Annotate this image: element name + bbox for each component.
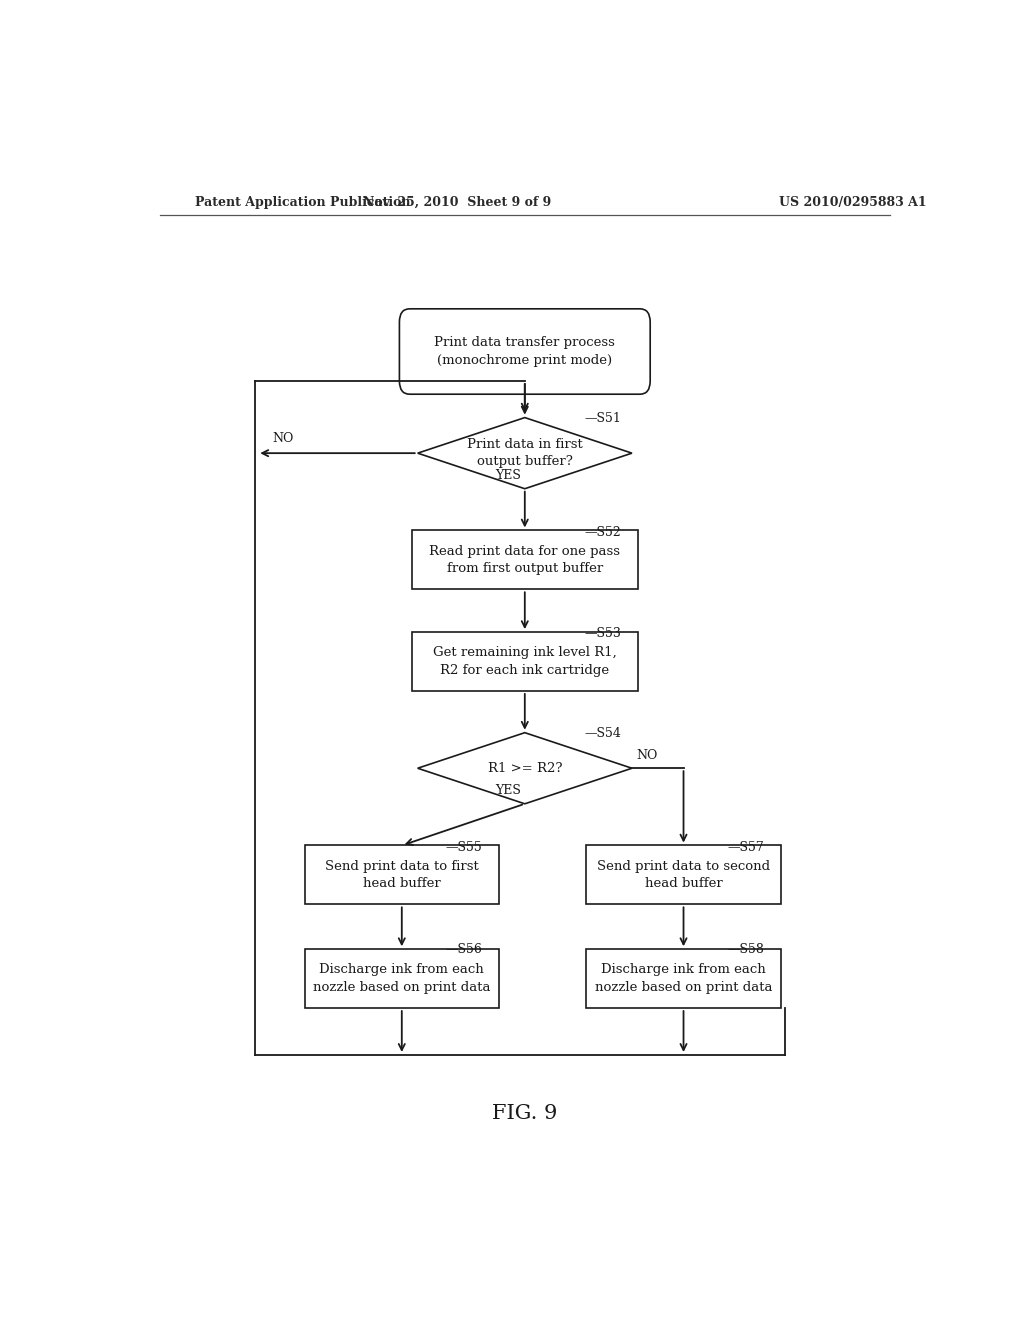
Bar <box>587 846 780 904</box>
Text: YES: YES <box>496 784 521 797</box>
Text: —S57: —S57 <box>727 841 764 854</box>
Text: —S53: —S53 <box>585 627 622 640</box>
Text: —S51: —S51 <box>585 412 622 425</box>
Text: YES: YES <box>496 469 521 482</box>
Polygon shape <box>418 417 632 488</box>
Text: —S55: —S55 <box>445 841 482 854</box>
Text: —S58: —S58 <box>727 944 764 956</box>
Text: Get remaining ink level R1,
R2 for each ink cartridge: Get remaining ink level R1, R2 for each … <box>433 647 616 677</box>
Text: NO: NO <box>636 750 657 762</box>
Bar <box>304 949 499 1008</box>
Text: —S54: —S54 <box>585 727 622 739</box>
Text: Send print data to first
head buffer: Send print data to first head buffer <box>325 859 478 890</box>
Bar <box>587 949 780 1008</box>
Text: Nov. 25, 2010  Sheet 9 of 9: Nov. 25, 2010 Sheet 9 of 9 <box>364 195 552 209</box>
Polygon shape <box>418 733 632 804</box>
Text: NO: NO <box>272 432 294 445</box>
Text: —S56: —S56 <box>445 944 482 956</box>
Bar <box>304 846 499 904</box>
Text: Send print data to second
head buffer: Send print data to second head buffer <box>597 859 770 890</box>
Bar <box>412 632 638 690</box>
Text: Print data transfer process
(monochrome print mode): Print data transfer process (monochrome … <box>434 337 615 367</box>
Text: Patent Application Publication: Patent Application Publication <box>196 195 411 209</box>
FancyBboxPatch shape <box>399 309 650 395</box>
Text: Read print data for one pass
from first output buffer: Read print data for one pass from first … <box>429 545 621 576</box>
Text: FIG. 9: FIG. 9 <box>493 1105 557 1123</box>
Text: US 2010/0295883 A1: US 2010/0295883 A1 <box>778 195 927 209</box>
Text: Discharge ink from each
nozzle based on print data: Discharge ink from each nozzle based on … <box>595 964 772 994</box>
Bar <box>412 531 638 589</box>
Text: Discharge ink from each
nozzle based on print data: Discharge ink from each nozzle based on … <box>313 964 490 994</box>
Text: R1 >= R2?: R1 >= R2? <box>487 762 562 775</box>
Text: —S52: —S52 <box>585 525 622 539</box>
Text: Print data in first
output buffer?: Print data in first output buffer? <box>467 438 583 469</box>
